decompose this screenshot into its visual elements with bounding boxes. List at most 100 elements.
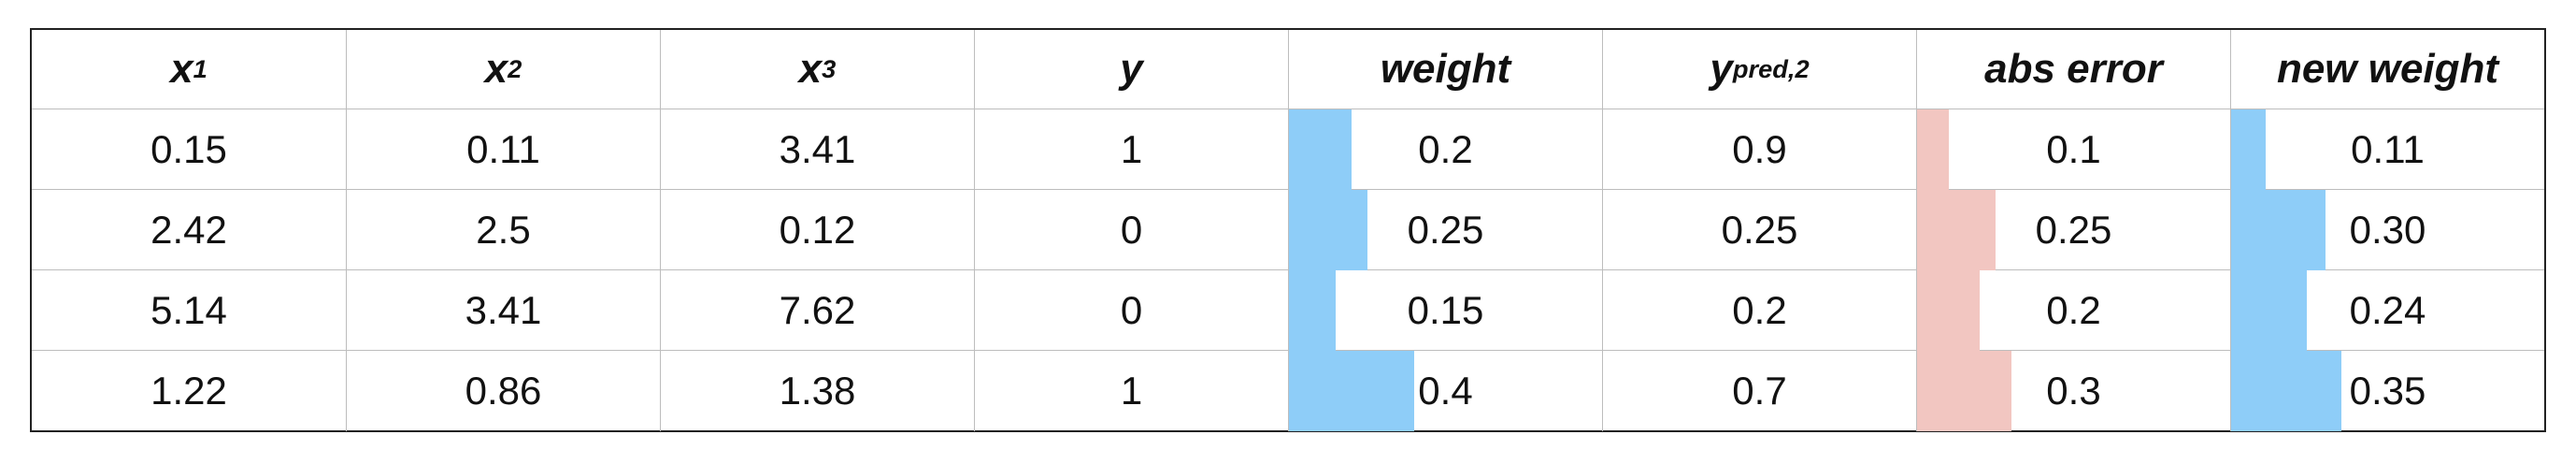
cell-value: 0.1 (2046, 127, 2101, 171)
table-cell: 0.25 (1916, 190, 2230, 270)
table-row: 2.42 2.5 0.12 0 0.25 0.25 0.25 0.30 (32, 190, 2544, 270)
value-bar (1289, 109, 1352, 190)
table-cell: 1.38 (660, 351, 974, 431)
cell-value: 0.3 (2046, 369, 2101, 413)
cell-value: 1 (1120, 369, 1143, 413)
table-cell: 3.41 (660, 109, 974, 190)
table-cell: 0.24 (2230, 270, 2544, 351)
cell-value: 7.62 (779, 288, 856, 332)
cell-value: 5.14 (150, 288, 227, 332)
table-cell: 7.62 (660, 270, 974, 351)
header-x2-sub: 2 (508, 54, 522, 83)
table-cell: 0.3 (1916, 351, 2230, 431)
cell-value: 3.41 (779, 127, 856, 171)
cell-value: 0.25 (1721, 208, 1798, 252)
table-cell: 0.35 (2230, 351, 2544, 431)
table-row: 0.15 0.11 3.41 1 0.2 0.9 0.1 0.11 (32, 109, 2544, 190)
header-abs-error: abs error (1916, 30, 2230, 109)
header-ypred2: y pred,2 (1602, 30, 1916, 109)
cell-value: 1 (1120, 127, 1143, 171)
value-bar (1917, 109, 1949, 190)
table-cell: 0 (974, 190, 1288, 270)
table-cell: 0.2 (1288, 109, 1602, 190)
cell-value: 0.25 (1407, 208, 1484, 252)
table-cell: 0.30 (2230, 190, 2544, 270)
table-cell: 2.5 (346, 190, 660, 270)
header-x1-base: x (170, 46, 193, 92)
cell-value: 0.25 (2035, 208, 2112, 252)
cell-value: 2.5 (476, 208, 531, 252)
table-cell: 0.7 (1602, 351, 1916, 431)
table-cell: 0.86 (346, 351, 660, 431)
cell-value: 0.2 (2046, 288, 2101, 332)
cell-value: 0.4 (1418, 369, 1473, 413)
table-row: 1.22 0.86 1.38 1 0.4 0.7 0.3 0.35 (32, 351, 2544, 431)
table-cell: 0.12 (660, 190, 974, 270)
value-bar (2231, 109, 2266, 190)
table-cell: 0.2 (1602, 270, 1916, 351)
value-bar (2231, 190, 2326, 270)
table-cell: 0 (974, 270, 1288, 351)
value-bar (1917, 270, 1981, 351)
cell-value: 0.11 (466, 127, 540, 171)
table-cell: 0.11 (346, 109, 660, 190)
cell-value: 0.30 (2349, 208, 2426, 252)
cell-value: 0.86 (465, 369, 542, 413)
header-y: y (974, 30, 1288, 109)
table-cell: 0.9 (1602, 109, 1916, 190)
value-bar (1289, 270, 1337, 351)
header-new-weight: new weight (2230, 30, 2544, 109)
table-cell: 0.15 (1288, 270, 1602, 351)
cell-value: 1.38 (779, 369, 856, 413)
cell-value: 0.12 (779, 208, 856, 252)
header-weight: weight (1288, 30, 1602, 109)
cell-value: 0 (1120, 288, 1143, 332)
table-cell: 0.25 (1288, 190, 1602, 270)
cell-value: 0.2 (1732, 288, 1787, 332)
header-x3-base: x (798, 46, 823, 92)
table-cell: 0.4 (1288, 351, 1602, 431)
value-bar (1289, 351, 1415, 431)
cell-value: 0.15 (150, 127, 227, 171)
table-cell: 0.2 (1916, 270, 2230, 351)
table-cell: 1 (974, 351, 1288, 431)
table-cell: 0.15 (32, 109, 346, 190)
header-x1-sub: 1 (193, 54, 208, 83)
cell-value: 0.2 (1418, 127, 1473, 171)
table-cell: 0.11 (2230, 109, 2544, 190)
value-bar (1289, 190, 1367, 270)
cell-value: 0.9 (1732, 127, 1787, 171)
cell-value: 2.42 (150, 208, 227, 252)
table-cell: 0.25 (1602, 190, 1916, 270)
cell-value: 0.24 (2349, 288, 2426, 332)
value-bar (2231, 270, 2307, 351)
table-cell: 2.42 (32, 190, 346, 270)
table-row: 5.14 3.41 7.62 0 0.15 0.2 0.2 0.24 (32, 270, 2544, 351)
cell-value: 0.15 (1407, 288, 1484, 332)
header-abs-error-base: abs error (1984, 46, 2163, 92)
header-y-base: y (1120, 46, 1143, 92)
header-new-weight-base: new weight (2276, 46, 2499, 92)
cell-value: 0.35 (2349, 369, 2426, 413)
table-cell: 0.1 (1916, 109, 2230, 190)
table-cell: 5.14 (32, 270, 346, 351)
value-bar (2231, 351, 2341, 431)
header-x2-base: x (484, 46, 508, 92)
header-ypred2-sub: pred,2 (1732, 54, 1810, 83)
table-cell: 1 (974, 109, 1288, 190)
table-cell: 3.41 (346, 270, 660, 351)
value-bar (1917, 190, 1996, 270)
value-bar (1917, 351, 2011, 431)
header-x3-sub: 3 (822, 54, 837, 83)
table-cell: 1.22 (32, 351, 346, 431)
header-weight-base: weight (1380, 46, 1511, 92)
header-ypred2-base: y (1710, 46, 1733, 92)
cell-value: 0.11 (2351, 127, 2425, 171)
cell-value: 0 (1120, 208, 1143, 252)
cell-value: 3.41 (465, 288, 542, 332)
